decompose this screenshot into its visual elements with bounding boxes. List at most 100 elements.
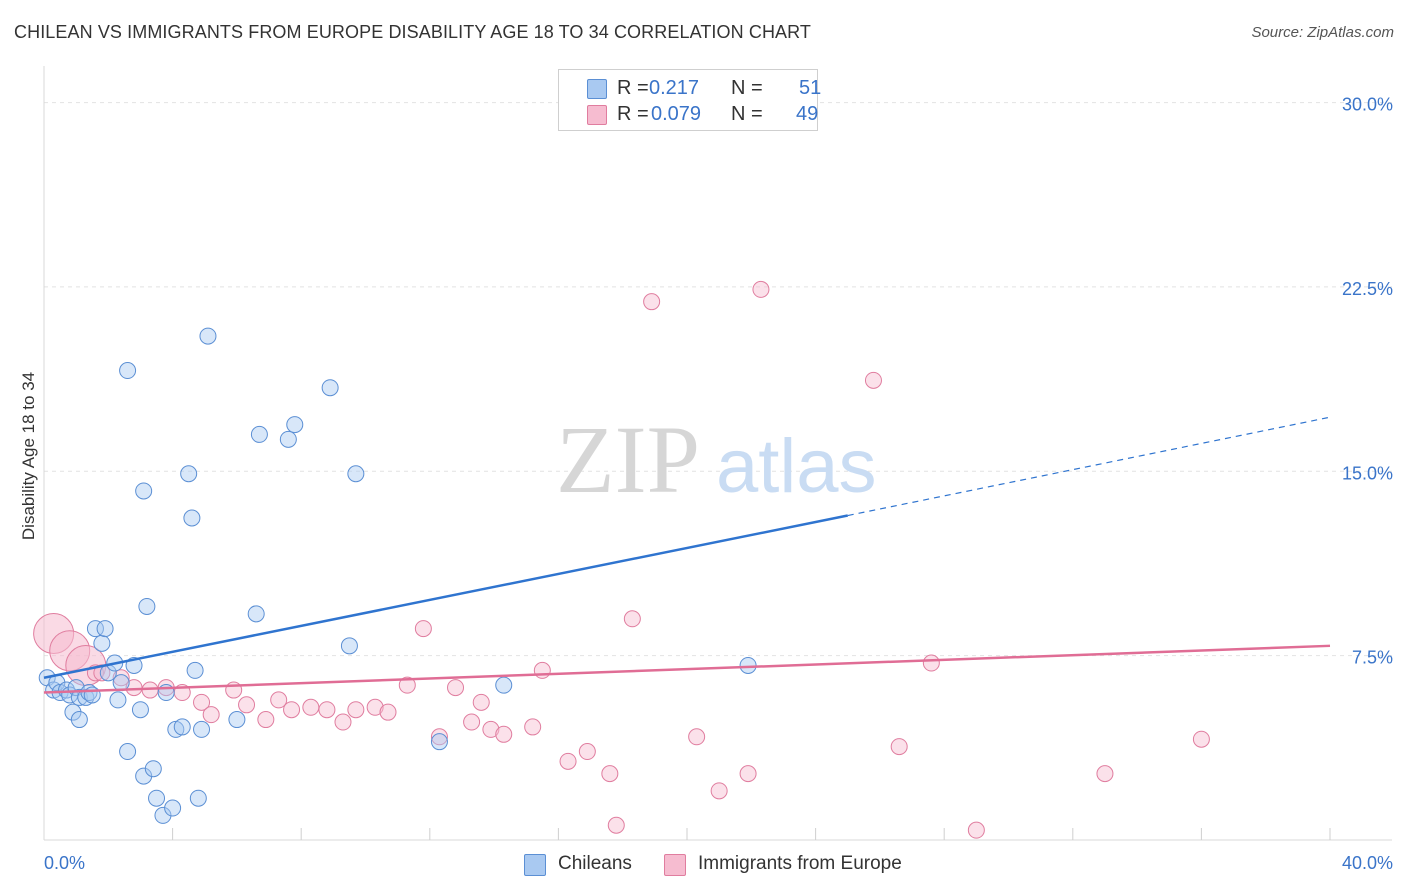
point-chileans bbox=[70, 688, 88, 706]
point-chileans bbox=[173, 718, 191, 736]
point-chileans bbox=[247, 605, 265, 623]
point-immigrants bbox=[688, 728, 706, 746]
point-chileans bbox=[430, 733, 448, 751]
point-immigrants bbox=[739, 765, 757, 783]
y-tick-label: 15.0% bbox=[1342, 463, 1393, 483]
point-immigrants bbox=[864, 371, 882, 389]
y-axis-label: Disability Age 18 to 34 bbox=[19, 372, 38, 540]
point-immigrants bbox=[112, 669, 130, 687]
point-chileans bbox=[189, 789, 207, 807]
point-immigrants bbox=[414, 620, 432, 638]
point-chileans bbox=[228, 711, 246, 729]
legend-swatch-chileans bbox=[587, 79, 607, 99]
point-chileans bbox=[164, 799, 182, 817]
point-chileans bbox=[183, 509, 201, 527]
point-immigrants bbox=[398, 676, 416, 694]
point-chileans bbox=[321, 379, 339, 397]
point-chileans bbox=[250, 425, 268, 443]
point-chileans bbox=[119, 743, 137, 761]
point-chileans bbox=[180, 465, 198, 483]
y-tick-label: 7.5% bbox=[1352, 648, 1393, 668]
point-immigrants bbox=[447, 679, 465, 697]
point-immigrants bbox=[318, 701, 336, 719]
bottom-legend-swatch-immigrants bbox=[664, 854, 686, 876]
point-immigrants bbox=[430, 728, 448, 746]
point-chileans bbox=[96, 620, 114, 638]
point-chileans bbox=[70, 711, 88, 729]
point-chileans bbox=[148, 789, 166, 807]
y-tick-label: 30.0% bbox=[1342, 95, 1393, 115]
point-immigrants bbox=[495, 725, 513, 743]
point-chileans bbox=[80, 684, 98, 702]
legend-swatch-immigrants bbox=[587, 105, 607, 125]
legend-r-label: R = bbox=[617, 103, 649, 125]
point-chileans bbox=[93, 634, 111, 652]
legend: R = 0.217 N = 51 R = 0.079 N = 49 bbox=[558, 69, 822, 131]
x-tick-label: 40.0% bbox=[1342, 853, 1393, 873]
axes bbox=[43, 66, 1392, 841]
point-immigrants bbox=[193, 693, 211, 711]
trend-line-chileans bbox=[43, 514, 848, 679]
point-immigrants bbox=[607, 816, 625, 834]
point-immigrants bbox=[922, 654, 940, 672]
point-immigrants bbox=[463, 713, 481, 731]
point-chileans bbox=[495, 676, 513, 694]
point-immigrants bbox=[238, 696, 256, 714]
series-immigrants-points bbox=[33, 280, 1210, 839]
trend-line-chileans-projection bbox=[847, 416, 1331, 517]
point-chileans bbox=[347, 465, 365, 483]
point-chileans bbox=[135, 482, 153, 500]
point-immigrants bbox=[623, 610, 641, 628]
point-immigrants bbox=[559, 752, 577, 770]
point-chileans bbox=[119, 362, 137, 380]
tick-labels: 7.5% 15.0% 22.5% 30.0% 0.0% 40.0% bbox=[44, 95, 1393, 873]
bottom-legend-label-immigrants: Immigrants from Europe bbox=[698, 853, 902, 874]
trend-lines bbox=[43, 416, 1331, 694]
watermark: ZIP atlas bbox=[556, 406, 877, 513]
point-chileans bbox=[199, 327, 217, 345]
legend-r-label: R = bbox=[617, 77, 649, 99]
point-chileans bbox=[186, 661, 204, 679]
point-chileans bbox=[739, 656, 757, 674]
point-immigrants bbox=[967, 821, 985, 839]
x-tick-label: 0.0% bbox=[44, 853, 85, 873]
legend-r-value: 0.217 bbox=[649, 77, 700, 99]
point-chileans bbox=[86, 620, 104, 638]
point-immigrants bbox=[482, 720, 500, 738]
legend-n-label: N = bbox=[731, 103, 763, 125]
point-immigrants bbox=[257, 711, 275, 729]
point-chileans bbox=[131, 701, 149, 719]
point-immigrants bbox=[347, 701, 365, 719]
point-chileans bbox=[109, 691, 127, 709]
legend-n-value: 49 bbox=[796, 103, 819, 125]
point-immigrants bbox=[366, 698, 384, 716]
legend-n-value: 51 bbox=[799, 77, 822, 99]
point-immigrants bbox=[890, 738, 908, 756]
point-chileans bbox=[144, 760, 162, 778]
point-immigrants bbox=[302, 698, 320, 716]
trend-line-immigrants bbox=[43, 644, 1331, 694]
y-tick-label: 22.5% bbox=[1342, 279, 1393, 299]
point-immigrants bbox=[472, 693, 490, 711]
point-chileans bbox=[193, 720, 211, 738]
point-immigrants bbox=[270, 691, 288, 709]
series-chileans-points bbox=[38, 327, 757, 824]
point-chileans bbox=[340, 637, 358, 655]
legend-r-value: 0.079 bbox=[651, 103, 702, 125]
point-immigrants bbox=[533, 661, 551, 679]
point-immigrants bbox=[601, 765, 619, 783]
bottom-legend-swatch-chileans bbox=[524, 854, 546, 876]
source-label: Source: ZipAtlas.com bbox=[1251, 24, 1394, 41]
point-immigrants bbox=[1192, 730, 1210, 748]
bottom-legend-label-chileans: Chileans bbox=[558, 853, 632, 874]
point-immigrants bbox=[710, 782, 728, 800]
point-immigrants bbox=[283, 701, 301, 719]
point-chileans bbox=[58, 681, 76, 699]
point-immigrants bbox=[379, 703, 397, 721]
point-immigrants bbox=[752, 280, 770, 298]
point-chileans bbox=[279, 430, 297, 448]
point-immigrants bbox=[643, 293, 661, 311]
point-immigrants bbox=[578, 743, 596, 761]
watermark-zip: ZIP bbox=[556, 406, 700, 513]
